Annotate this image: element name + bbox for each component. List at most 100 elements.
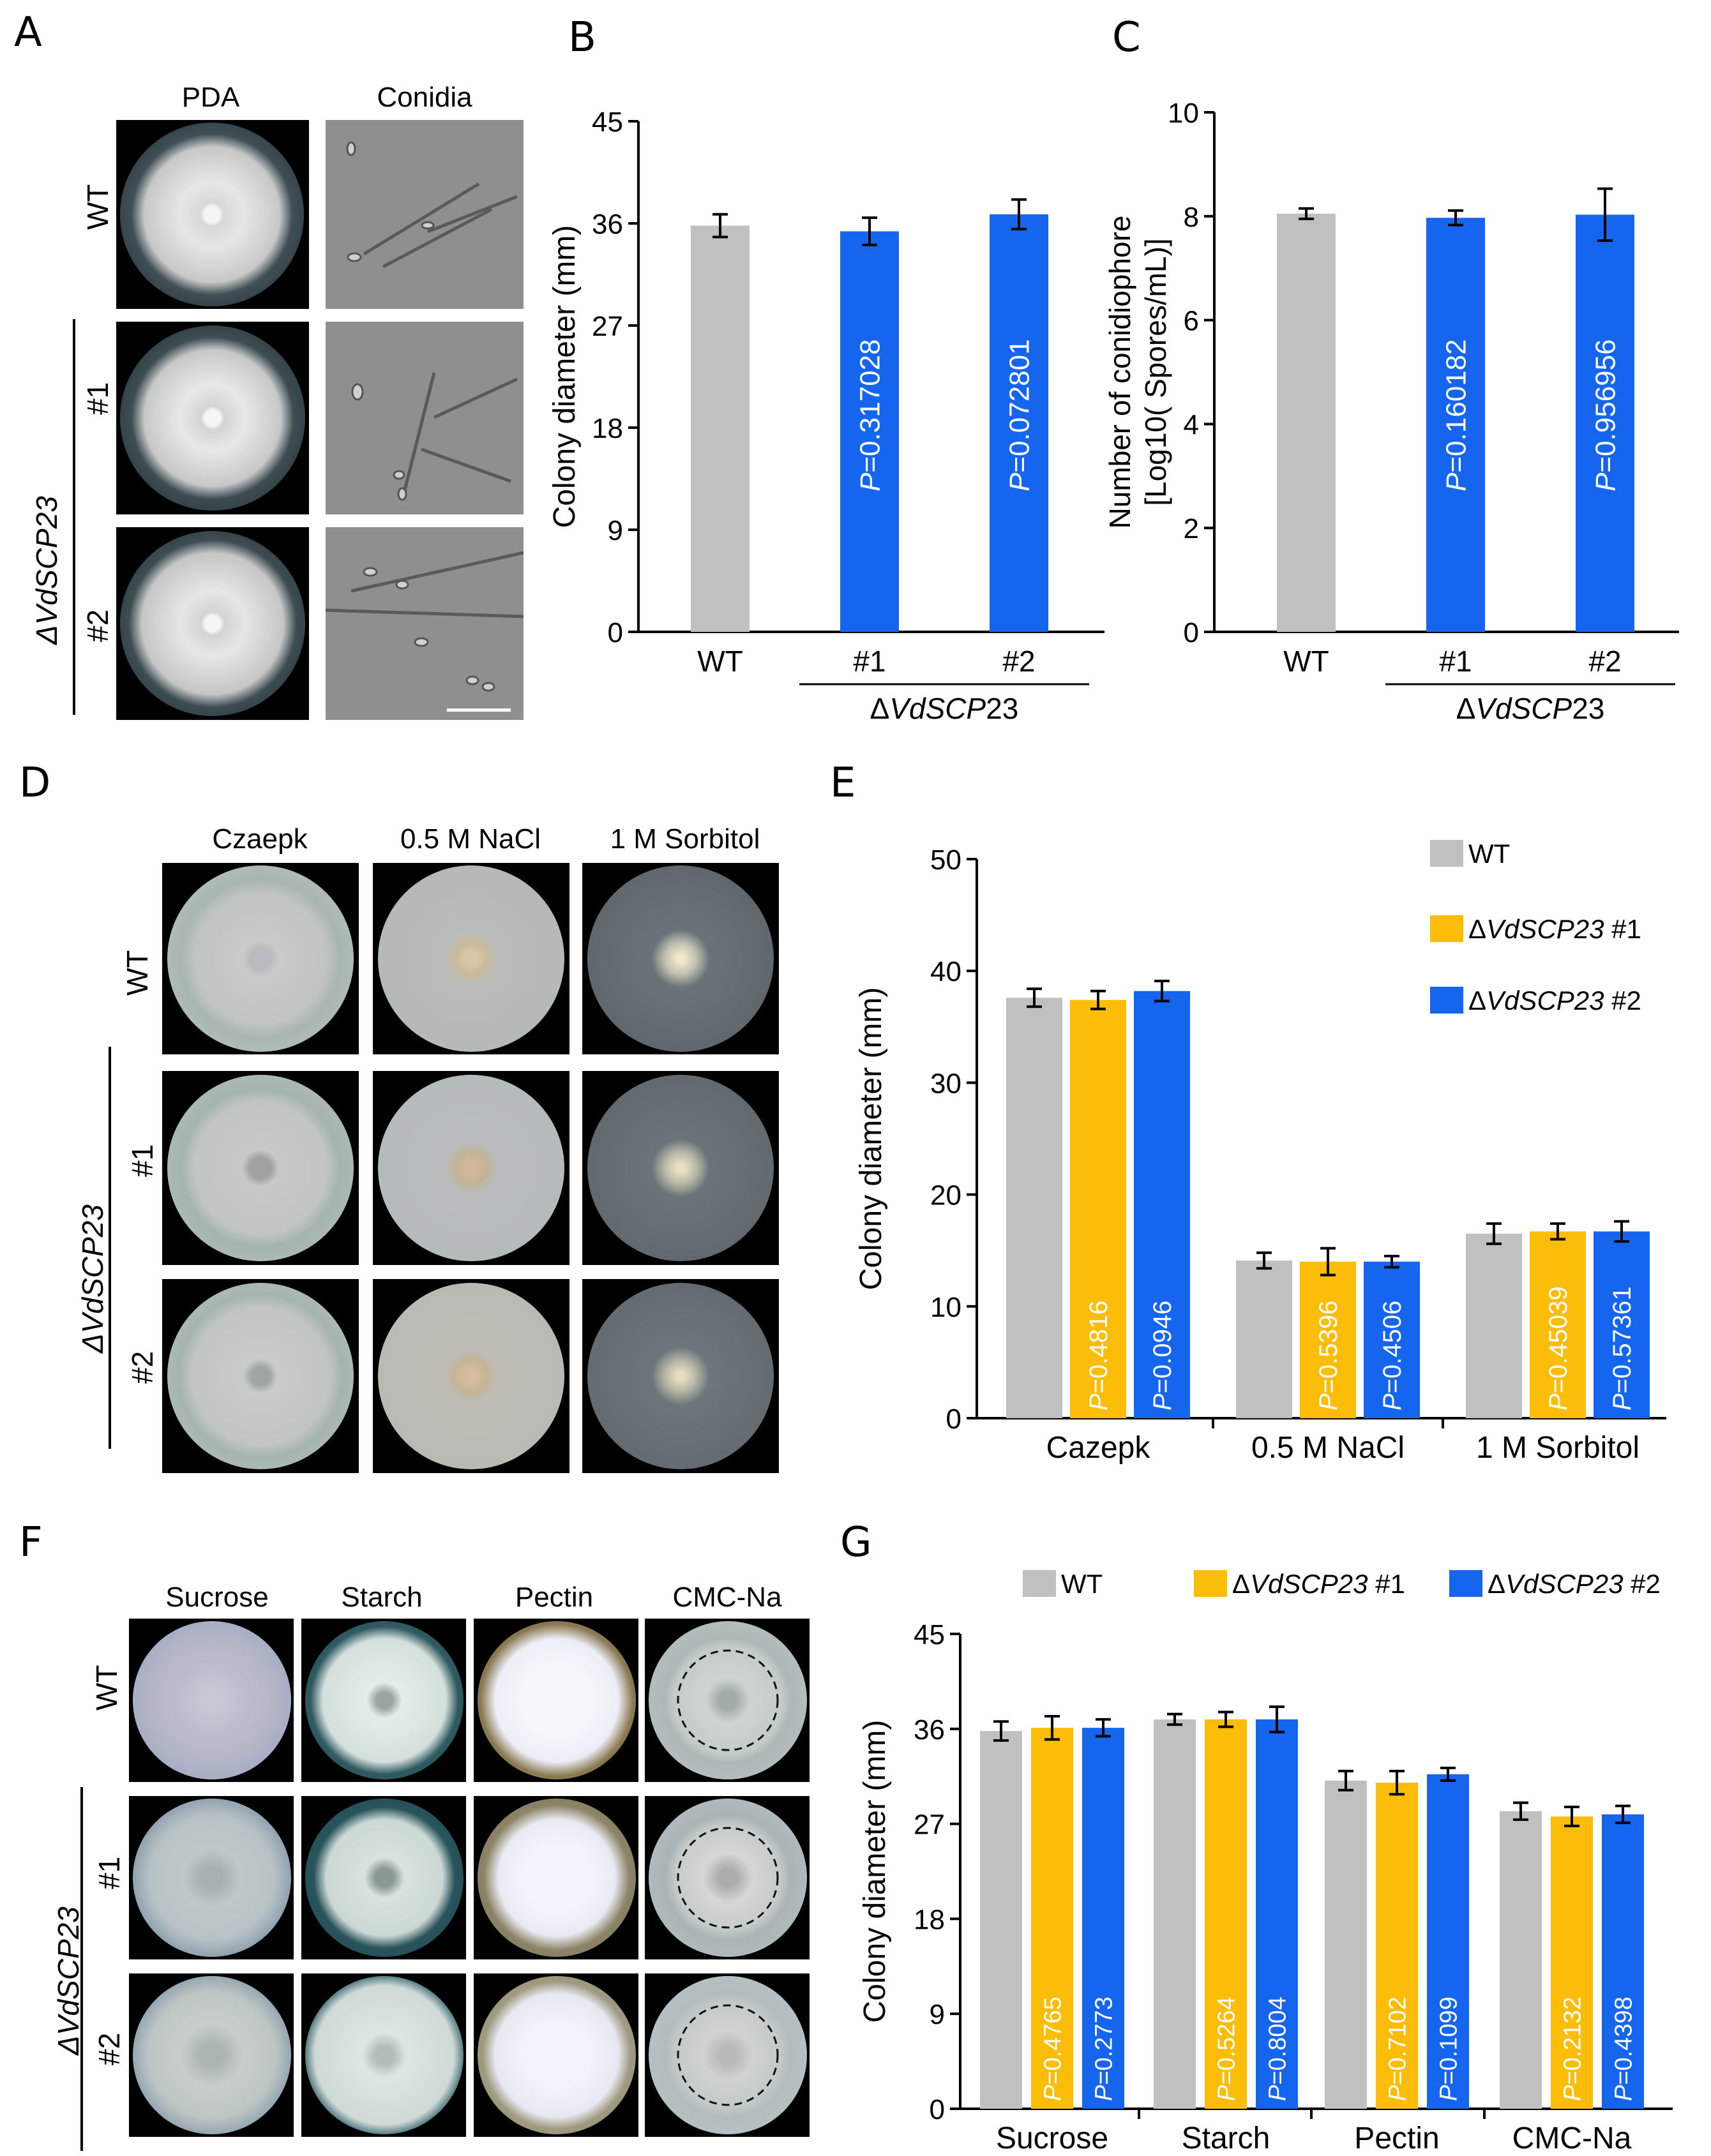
chart-e-legend-label: ΔVdSCP23 #1 [1468, 914, 1641, 944]
chart-c-p-value: P=0.956956 [1590, 339, 1621, 491]
colony [133, 1976, 291, 2134]
sucrose-plate-1 [129, 1796, 294, 1959]
chart-e-p-value: P=0.4506 [1378, 1301, 1406, 1411]
chart-b-group-label: ΔVdSCP23 [870, 692, 1019, 725]
chart-e-p-value: P=0.0946 [1149, 1301, 1177, 1411]
chart-g-ytick-label: 9 [930, 1999, 945, 2030]
panel-a-col-pda: PDA [181, 82, 240, 113]
nacl-plate-1 [373, 1071, 569, 1265]
colony [587, 1283, 774, 1469]
chart-b-p-value: P=0.072801 [1004, 339, 1035, 491]
panel-label-g: G [840, 1519, 872, 1566]
chart-g-bar [980, 1731, 1022, 2109]
colony [120, 531, 305, 716]
colony [378, 1283, 564, 1469]
conidia-image-wt [326, 120, 524, 309]
starch-plate-2 [301, 1973, 466, 2137]
pectin-plate-1 [474, 1796, 638, 1959]
chart-e-p-value: P=0.45039 [1544, 1286, 1572, 1411]
sorbitol-plate-wt [582, 863, 779, 1054]
chart-c-x-tick-label: #2 [1588, 645, 1621, 678]
chart-c-bar [1277, 213, 1336, 633]
chart-e-ytick-label: 10 [930, 1292, 961, 1323]
chart-c-y-label: [Log10( Spores/mL)] [1139, 238, 1172, 505]
chart-g-y-label: Colony diameter (mm) [858, 1720, 892, 2023]
chart-e-ytick-label: 40 [930, 956, 961, 987]
colony [167, 865, 354, 1052]
sucrose-plate-wt [129, 1619, 294, 1782]
chart-g-bar [1154, 1719, 1196, 2109]
chart-b-x-tick-label: WT [697, 645, 743, 678]
chart-g-bar [1325, 1780, 1367, 2109]
hyphae-drawing [346, 141, 518, 269]
chart-b-bar [990, 214, 1048, 632]
panel-d-col-nacl: 0.5 M NaCl [400, 823, 541, 855]
chart-g-bar [1031, 1728, 1073, 2109]
chart-g-ytick-label: 36 [914, 1714, 945, 1746]
chart-g-x-tick-label: Pectin [1354, 2122, 1439, 2155]
panel-d-col-sorbitol: 1 M Sorbitol [610, 823, 760, 855]
colony [133, 1621, 291, 1779]
chart-e-bar [1594, 1231, 1650, 1418]
colony [305, 1799, 464, 1957]
panel-label-e: E [830, 760, 856, 807]
czaepk-plate-2 [162, 1279, 359, 1473]
chart-b-ytick-label: 36 [592, 209, 623, 240]
panel-f-col-pectin: Pectin [515, 1582, 594, 1613]
chart-g-bar [1427, 1774, 1469, 2109]
chart-g-legend-label: ΔVdSCP23 #2 [1488, 1569, 1661, 1599]
conidia-image-1 [326, 322, 524, 514]
chart-e-p-value: P=0.4816 [1085, 1301, 1113, 1411]
sucrose-plate-2 [129, 1973, 294, 2137]
chart-b-ytick-label: 9 [608, 515, 623, 546]
chart-b-ytick-label: 0 [608, 617, 623, 648]
chart-g-bar [1500, 1811, 1542, 2109]
panel-label-d: D [19, 760, 51, 807]
chart-c-y-label: Number of conidiophore [1103, 216, 1136, 529]
chart-b-p-value: P=0.317028 [854, 339, 886, 491]
chart-e-x-tick-label: 1 M Sorbitol [1476, 1431, 1639, 1465]
starch-plate-wt [301, 1619, 466, 1782]
panel-f-group-bracket [80, 1787, 83, 2151]
panel-f-col-sucrose: Sucrose [165, 1582, 269, 1613]
chart-g-legend-label: WT [1061, 1569, 1103, 1599]
halo-outline [677, 1827, 779, 1929]
colony [378, 1075, 564, 1261]
panel-a-col-conidia: Conidia [377, 82, 472, 113]
cmcna-plate-2 [645, 1973, 810, 2137]
chart-g-ytick-label: 18 [914, 1904, 945, 1935]
chart-g-legend-swatch [1449, 1570, 1482, 1597]
chart-e-y-label: Colony diameter (mm) [854, 987, 888, 1291]
chart-e-bar [1466, 1233, 1522, 1418]
nacl-plate-2 [373, 1279, 569, 1473]
chart-g-p-value: P=0.2773 [1090, 1996, 1117, 2101]
cmcna-plate-wt [645, 1619, 810, 1782]
chart-e-bar [1070, 999, 1126, 1418]
chart-e-bar [1006, 998, 1062, 1418]
chart-g-bar [1602, 1814, 1644, 2109]
chart-g-ytick-label: 27 [914, 1809, 945, 1841]
chart-g-legend-swatch [1194, 1570, 1227, 1597]
starch-plate-1 [301, 1796, 466, 1959]
chart-g-p-value: P=0.4398 [1610, 1996, 1637, 2101]
chart-b-bar [840, 231, 899, 632]
panel-label-c: C [1112, 14, 1141, 61]
pda-plate-wt [116, 120, 309, 309]
chart-b-ytick-label: 18 [592, 413, 623, 444]
chart-c-x-tick-label: #1 [1439, 645, 1472, 678]
chart-g-bar [1205, 1719, 1247, 2109]
scale-bar [447, 708, 511, 712]
chart-g-bar [1551, 1816, 1593, 2109]
panel-label-f: F [19, 1519, 43, 1566]
chart-g-legend-swatch [1023, 1570, 1056, 1597]
chart-b-x-tick-label: #1 [853, 645, 886, 678]
chart-e-bar [1530, 1231, 1586, 1418]
chart-e-ytick-label: 50 [930, 844, 961, 876]
chart-g-bar [1082, 1728, 1124, 2109]
colony [478, 1799, 636, 1957]
chart-e-legend-swatch [1430, 915, 1463, 942]
colony [378, 865, 564, 1052]
